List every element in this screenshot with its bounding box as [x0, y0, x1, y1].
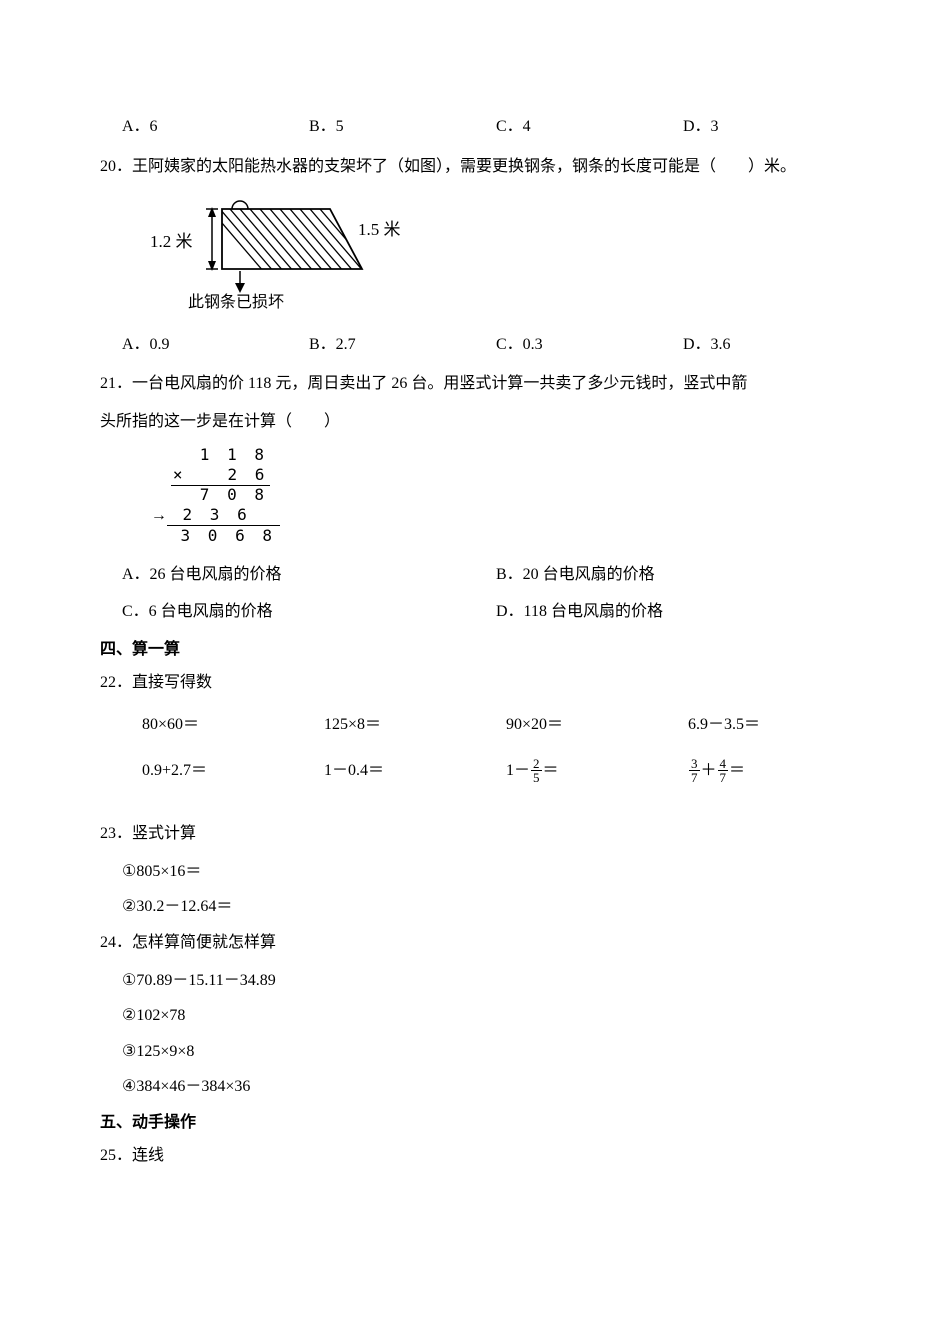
q22-row2: 0.9+2.7＝ 1－0.4＝ 1－25＝ 37＋47＝	[80, 754, 870, 788]
q21-opt-b: B．20 台电风扇的价格	[496, 558, 870, 592]
q22-row1: 80×60＝ 125×8＝ 90×20＝ 6.9－3.5＝	[80, 708, 870, 742]
q24-i4: ④384×46－384×36	[80, 1070, 870, 1104]
q23-i2: ②30.2－12.64＝	[80, 890, 870, 924]
q22-title: 22．直接写得数	[80, 666, 870, 700]
q21-opt-a: A．26 台电风扇的价格	[122, 558, 496, 592]
q19-opt-c: C．4	[496, 110, 683, 144]
q20-opt-b: B．2.7	[309, 328, 496, 362]
q20-opt-d: D．3.6	[683, 328, 870, 362]
q23-title: 23．竖式计算	[80, 817, 870, 851]
q20-options: A．0.9 B．2.7 C．0.3 D．3.6	[80, 328, 870, 362]
q19-opt-b: B．5	[309, 110, 496, 144]
q22-r2-b: 1－0.4＝	[324, 754, 506, 788]
q22-r2-d: 37＋47＝	[688, 754, 870, 788]
q19-opt-a: A．6	[122, 110, 309, 144]
q24-i1: ①70.89－15.11－34.89	[80, 964, 870, 998]
q21-options-row2: C．6 台电风扇的价格 D．118 台电风扇的价格	[80, 595, 870, 629]
q21-options-row1: A．26 台电风扇的价格 B．20 台电风扇的价格	[80, 558, 870, 592]
q22-r1-b: 125×8＝	[324, 708, 506, 742]
q25-title: 25．连线	[80, 1139, 870, 1173]
q21-opt-c: C．6 台电风扇的价格	[122, 595, 496, 629]
q24-title: 24．怎样算简便就怎样算	[80, 926, 870, 960]
q23-i1: ①805×16＝	[80, 855, 870, 889]
q20-diagram: 1.2 米 1.5 米 此钢条已损坏	[140, 189, 870, 322]
q21-text-1: 21．一台电风扇的价 118 元，周日卖出了 26 台。用竖式计算一共卖了多少元…	[80, 367, 870, 401]
q22-r1-d: 6.9－3.5＝	[688, 708, 870, 742]
q22-r2-a: 0.9+2.7＝	[142, 754, 324, 788]
q20-text: 20．王阿姨家的太阳能热水器的支架坏了（如图），需要更换钢条，钢条的长度可能是（…	[80, 150, 870, 184]
q24-i3: ③125×9×8	[80, 1035, 870, 1069]
section4-head: 四、算一算	[80, 633, 870, 667]
q20-opt-a: A．0.9	[122, 328, 309, 362]
q21-opt-d: D．118 台电风扇的价格	[496, 595, 870, 629]
q21-text-2: 头所指的这一步是在计算（ ）	[80, 405, 870, 439]
q19-options: A．6 B．5 C．4 D．3	[80, 110, 870, 144]
q24-i2: ②102×78	[80, 999, 870, 1033]
q20-right-label: 1.5 米	[358, 220, 400, 239]
q19-opt-d: D．3	[683, 110, 870, 144]
q20-opt-c: C．0.3	[496, 328, 683, 362]
q22-r1-a: 80×60＝	[142, 708, 324, 742]
q20-left-label: 1.2 米	[150, 232, 193, 251]
q21-vertical: 1 1 8 × 2 6 7 0 8 → 2 3 6 3 0 6 8	[142, 445, 870, 546]
q22-r1-c: 90×20＝	[506, 708, 688, 742]
section5-head: 五、动手操作	[80, 1106, 870, 1140]
q20-bottom-label: 此钢条已损坏	[188, 293, 284, 309]
q22-r2-c: 1－25＝	[506, 754, 688, 788]
